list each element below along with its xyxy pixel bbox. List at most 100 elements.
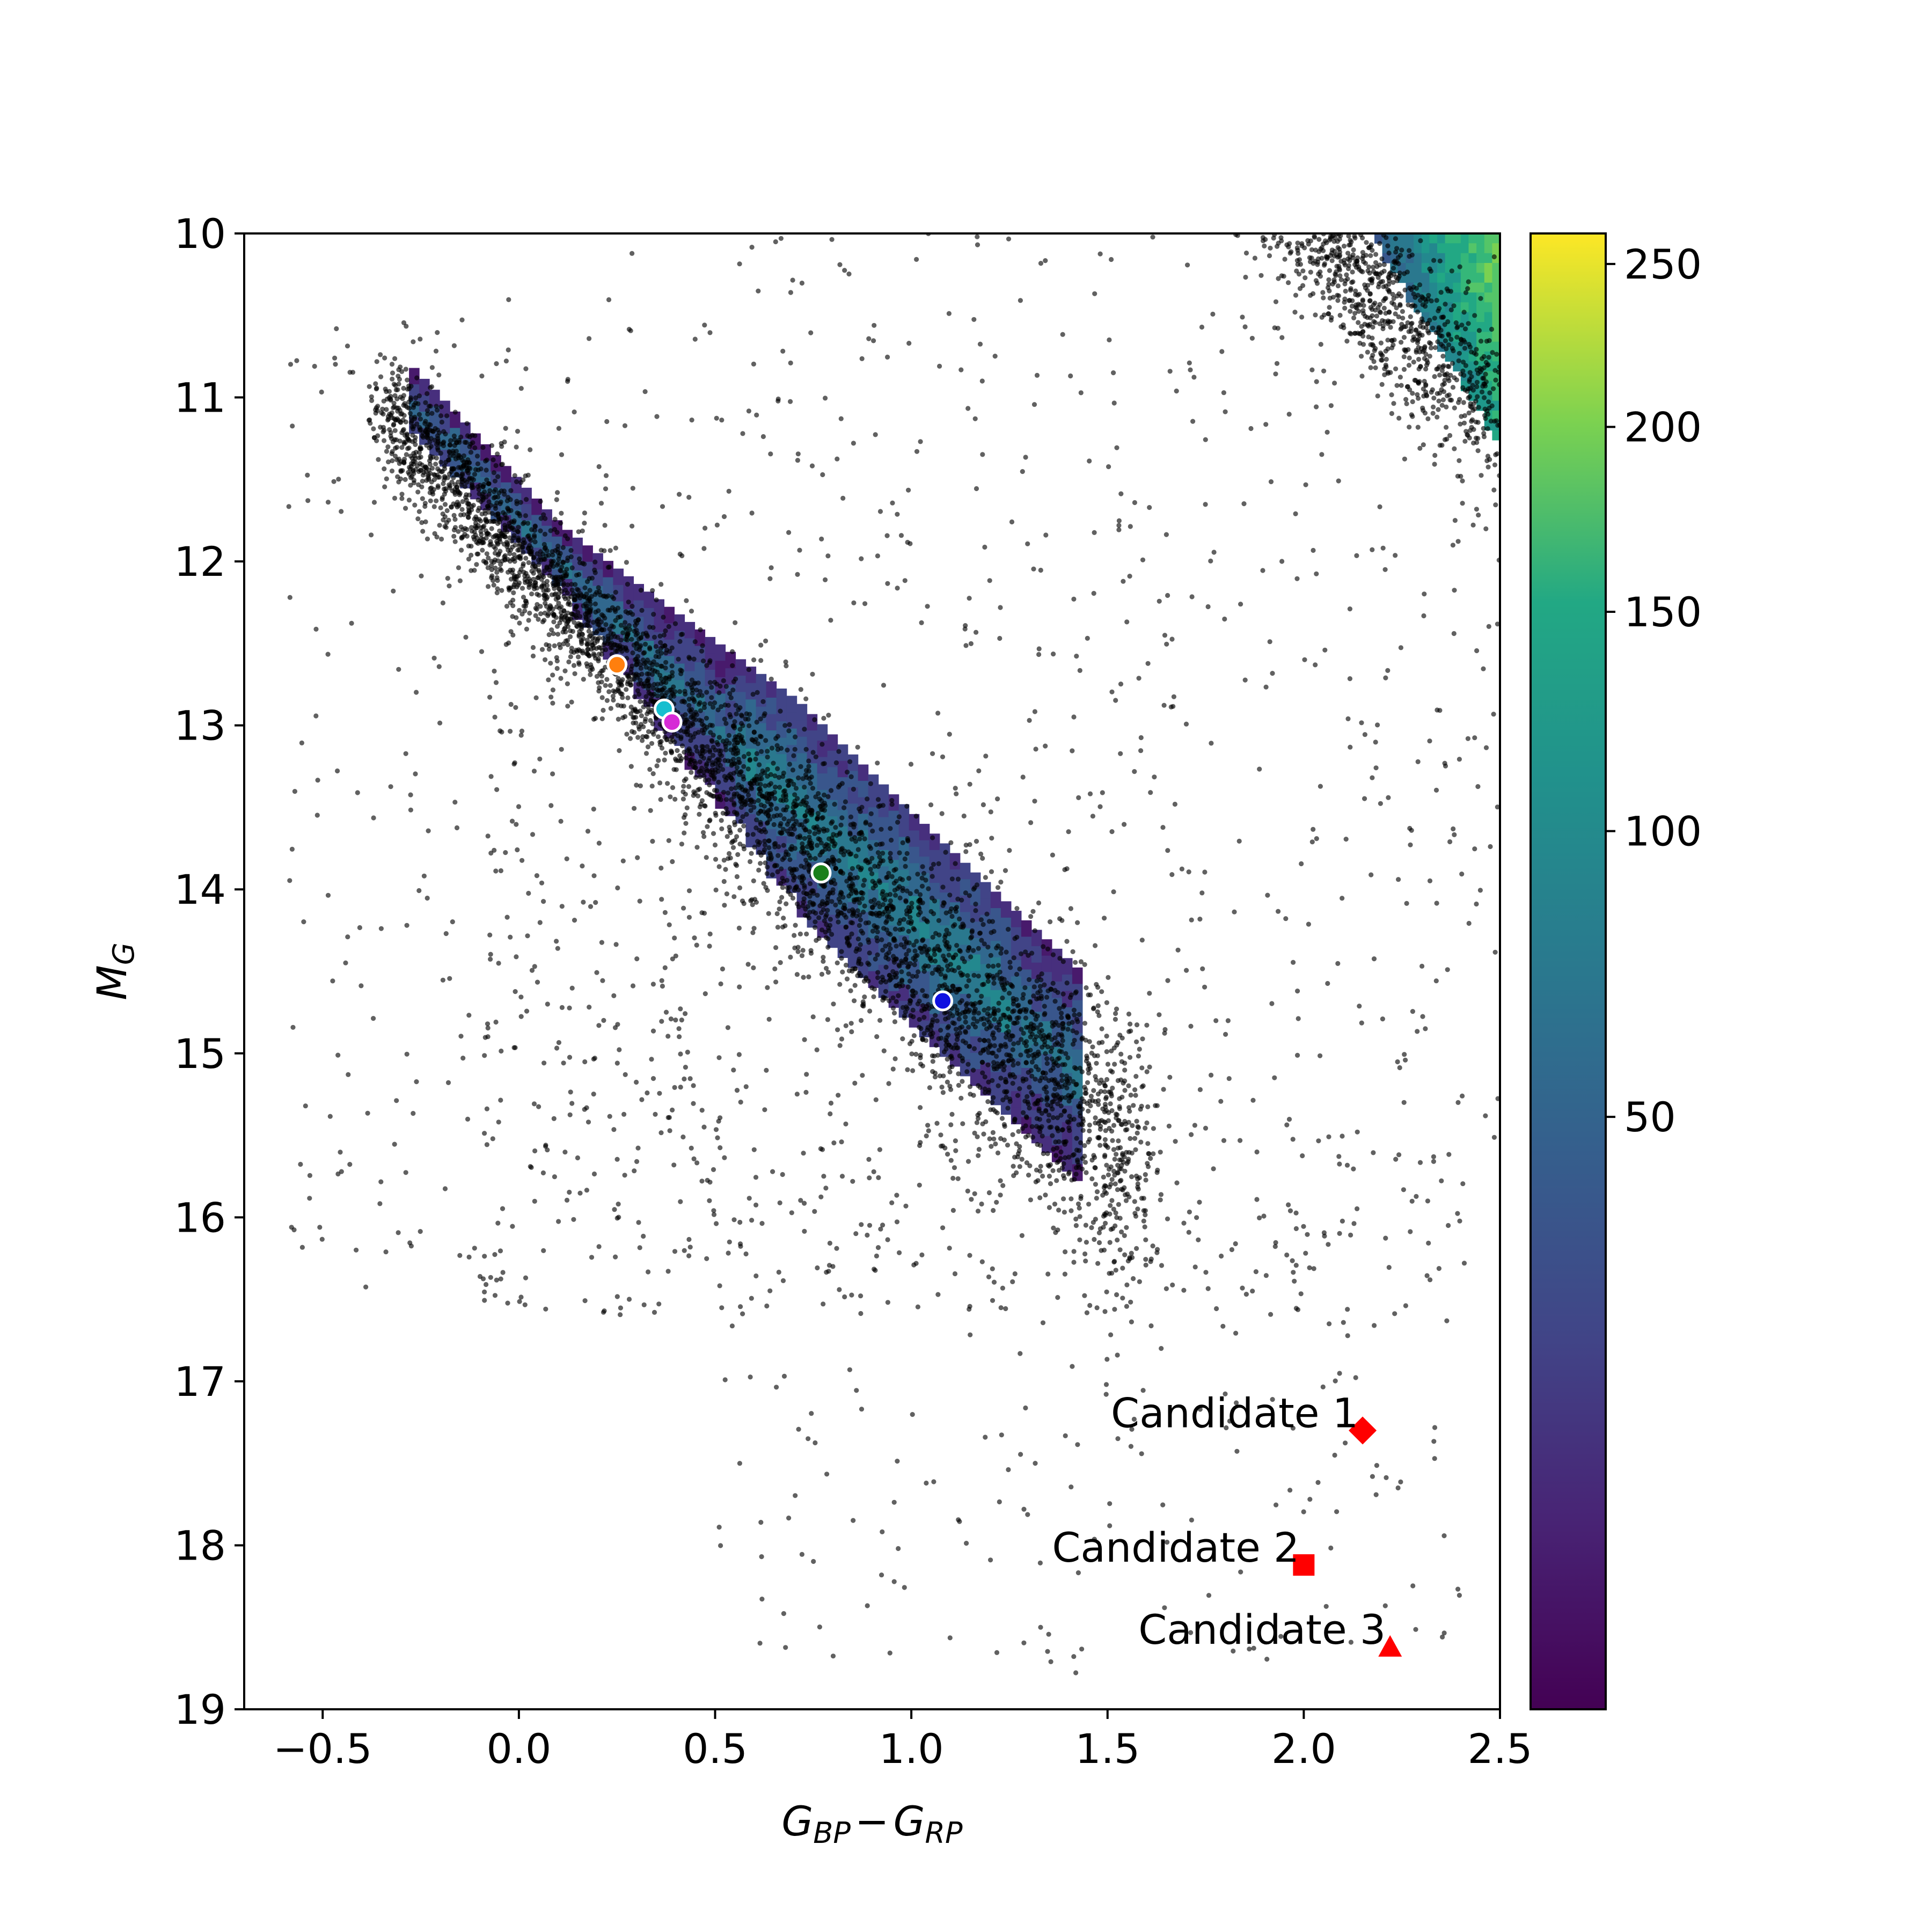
scatter-point bbox=[1064, 939, 1070, 944]
scatter-point bbox=[783, 792, 788, 797]
scatter-point bbox=[948, 962, 953, 967]
scatter-point bbox=[888, 826, 893, 831]
scatter-point bbox=[877, 880, 882, 885]
scatter-point bbox=[411, 402, 416, 408]
scatter-point bbox=[647, 645, 653, 650]
scatter-point bbox=[410, 433, 415, 438]
scatter-point bbox=[374, 385, 379, 391]
scatter-point bbox=[529, 527, 535, 532]
density-cell bbox=[694, 662, 706, 679]
scatter-point bbox=[1044, 1096, 1050, 1101]
scatter-point bbox=[1048, 1181, 1053, 1187]
scatter-point bbox=[394, 444, 400, 450]
scatter-point bbox=[484, 536, 489, 541]
scatter-point bbox=[748, 797, 753, 803]
scatter-point bbox=[1118, 1122, 1124, 1127]
scatter-point bbox=[395, 474, 400, 479]
scatter-point bbox=[584, 661, 589, 667]
scatter-point bbox=[920, 864, 925, 869]
scatter-point bbox=[1095, 1003, 1101, 1008]
scatter-point bbox=[937, 1073, 943, 1079]
scatter-point bbox=[555, 632, 561, 637]
scatter-point bbox=[662, 757, 667, 763]
scatter-point bbox=[928, 909, 934, 914]
scatter-point bbox=[479, 536, 484, 541]
scatter-point bbox=[521, 569, 526, 575]
scatter-point bbox=[1074, 1136, 1079, 1141]
scatter-point bbox=[391, 400, 397, 406]
scatter-point bbox=[1016, 1129, 1021, 1134]
density-cell bbox=[1011, 960, 1022, 977]
scatter-point bbox=[1075, 920, 1080, 925]
scatter-point bbox=[754, 777, 759, 782]
scatter-point bbox=[579, 624, 584, 630]
scatter-point bbox=[576, 572, 582, 577]
scatter-point bbox=[434, 404, 439, 409]
scatter-point bbox=[1157, 1012, 1162, 1018]
scatter-point bbox=[538, 611, 544, 617]
scatter-point bbox=[1023, 1043, 1029, 1049]
density-cell bbox=[1453, 233, 1461, 244]
scatter-point bbox=[993, 1109, 998, 1114]
scatter-point bbox=[677, 689, 683, 694]
scatter-point bbox=[971, 1046, 977, 1051]
scatter-point bbox=[431, 477, 437, 482]
scatter-point bbox=[437, 474, 442, 480]
scatter-point bbox=[904, 911, 910, 917]
scatter-point bbox=[1103, 1212, 1108, 1218]
scatter-point bbox=[484, 551, 489, 557]
scatter-point bbox=[914, 974, 919, 979]
scatter-point bbox=[521, 595, 526, 600]
scatter-point bbox=[839, 815, 845, 821]
scatter-point bbox=[493, 565, 498, 571]
scatter-point bbox=[1048, 986, 1053, 992]
scatter-point bbox=[683, 821, 689, 826]
scatter-point bbox=[728, 855, 733, 861]
scatter-point bbox=[555, 561, 561, 566]
scatter-point bbox=[393, 383, 398, 388]
scatter-point bbox=[695, 793, 701, 799]
scatter-point bbox=[388, 430, 393, 435]
scatter-point bbox=[1040, 1133, 1045, 1139]
scatter-point bbox=[711, 733, 716, 738]
density-cell bbox=[1460, 253, 1469, 264]
scatter-point bbox=[765, 749, 770, 754]
scatter-point bbox=[707, 756, 712, 761]
scatter-point bbox=[1079, 1096, 1085, 1101]
scatter-point bbox=[1042, 982, 1047, 987]
scatter-point bbox=[398, 364, 403, 370]
scatter-point bbox=[435, 433, 441, 438]
scatter-point bbox=[564, 567, 569, 572]
scatter-point bbox=[1132, 1136, 1138, 1141]
scatter-point bbox=[889, 917, 895, 922]
scatter-point bbox=[990, 1050, 995, 1056]
scatter-point bbox=[678, 632, 684, 637]
scatter-point bbox=[955, 1176, 961, 1181]
scatter-point bbox=[1099, 1026, 1104, 1031]
density-cell bbox=[868, 774, 879, 792]
scatter-point bbox=[952, 1021, 957, 1026]
scatter-point bbox=[653, 644, 658, 649]
scatter-point bbox=[652, 634, 657, 640]
density-cell bbox=[1406, 233, 1414, 244]
scatter-point bbox=[711, 831, 716, 836]
scatter-point bbox=[829, 839, 835, 844]
scatter-point bbox=[1094, 1305, 1100, 1311]
scatter-point bbox=[977, 1037, 983, 1043]
scatter-point bbox=[964, 1006, 970, 1012]
scatter-point bbox=[918, 892, 923, 897]
scatter-point bbox=[1029, 1009, 1035, 1015]
scatter-point bbox=[493, 463, 499, 469]
scatter-point bbox=[1024, 1115, 1029, 1121]
scatter-point bbox=[495, 474, 501, 479]
density-cell bbox=[776, 754, 787, 771]
scatter-point bbox=[624, 731, 630, 737]
scatter-point bbox=[472, 472, 478, 477]
scatter-point bbox=[1057, 1006, 1062, 1011]
scatter-point bbox=[965, 973, 970, 978]
scatter-point bbox=[661, 614, 666, 620]
scatter-point bbox=[626, 623, 632, 628]
scatter-point bbox=[803, 772, 809, 778]
density-cell bbox=[847, 771, 859, 788]
